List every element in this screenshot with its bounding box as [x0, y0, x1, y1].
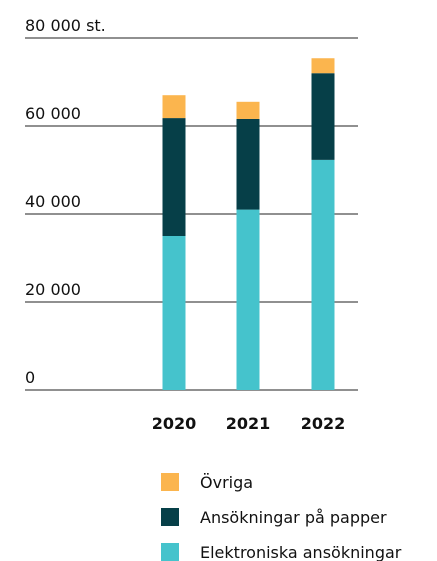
legend-swatch: [161, 508, 179, 526]
legend-label: Ansökningar på papper: [200, 508, 387, 527]
y-tick-label: 0: [25, 368, 35, 387]
y-tick-label: 80 000 st.: [25, 16, 106, 35]
bar-segment: [311, 73, 335, 160]
bar-segment: [162, 95, 186, 119]
x-tick-label: 2020: [152, 414, 197, 433]
y-tick-label: 40 000: [25, 192, 81, 211]
bar-segment: [236, 101, 260, 119]
bar-segment: [311, 58, 335, 74]
y-tick-label: 60 000: [25, 104, 81, 123]
bar-segment: [162, 118, 186, 236]
bar-segment: [236, 118, 260, 210]
x-tick-label: 2022: [301, 414, 346, 433]
legend-swatch: [161, 543, 179, 561]
legend-label: Elektroniska ansökningar: [200, 543, 402, 561]
bar-segment: [311, 159, 335, 390]
x-tick-label: 2021: [226, 414, 271, 433]
bar-segment: [236, 209, 260, 390]
bar-segment: [162, 236, 186, 390]
y-tick-label: 20 000: [25, 280, 81, 299]
legend-label: Övriga: [200, 473, 253, 492]
legend-swatch: [161, 473, 179, 491]
